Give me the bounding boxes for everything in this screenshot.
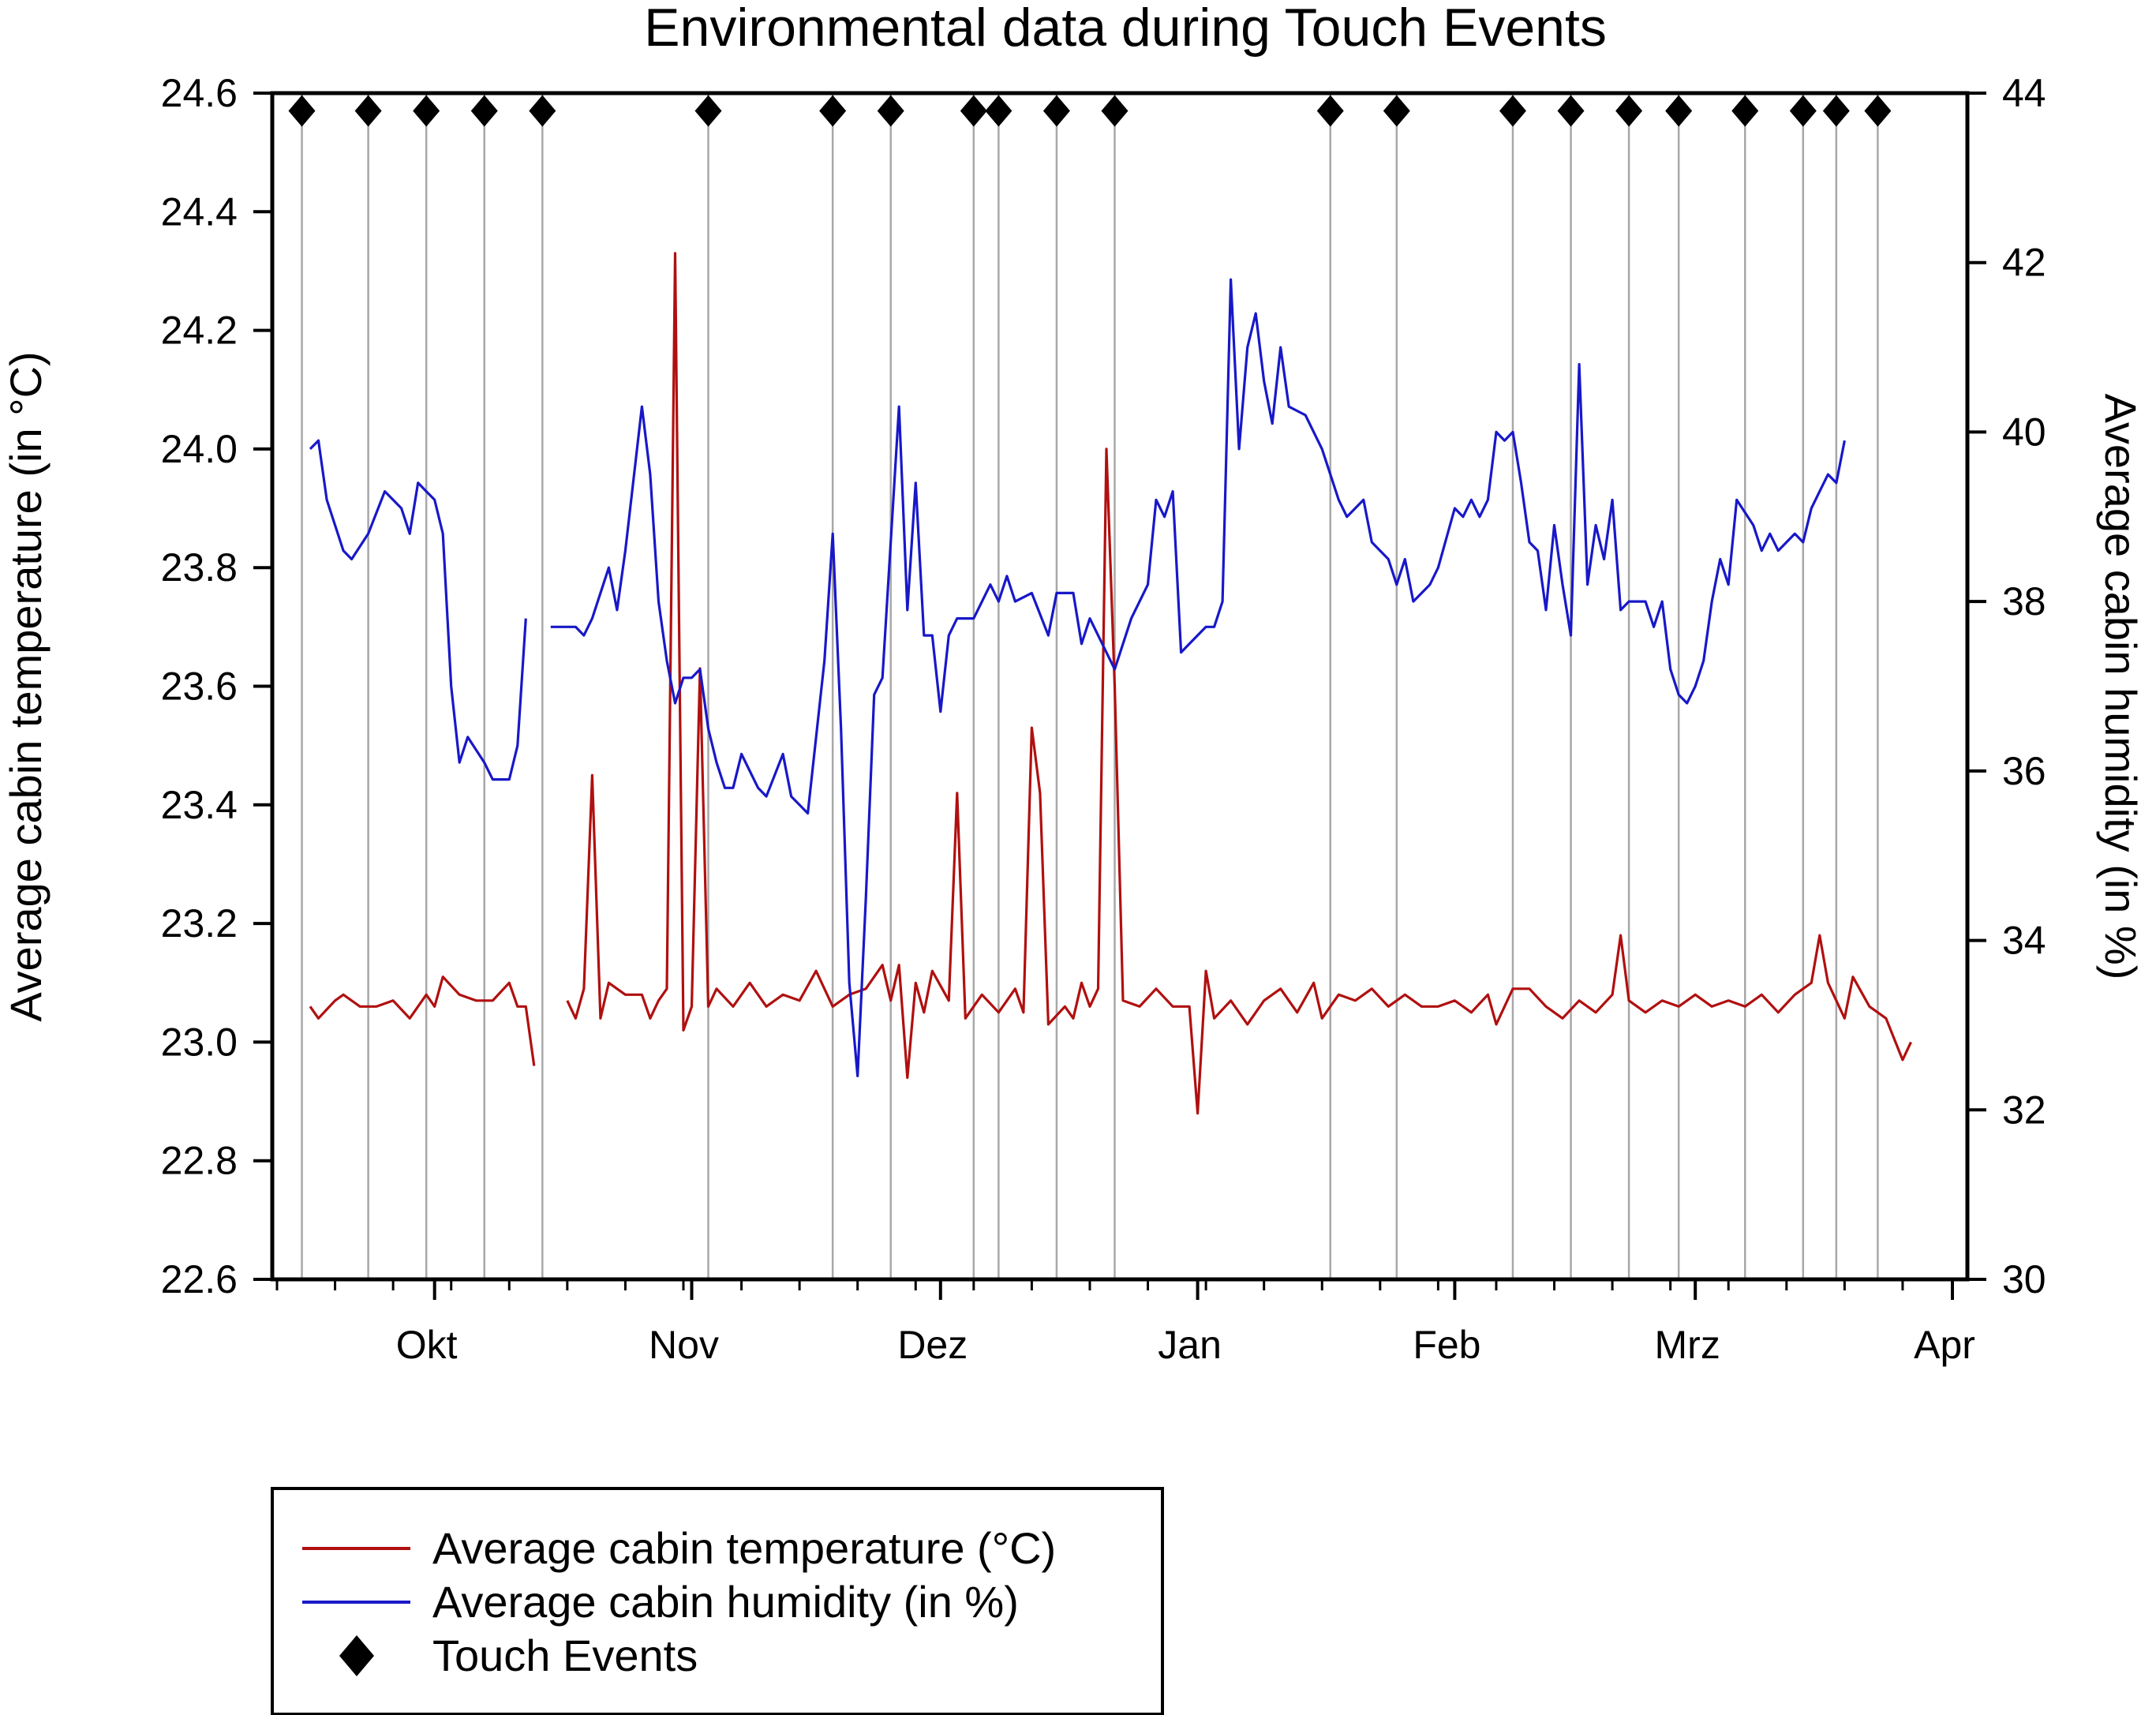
touch-event-marker xyxy=(1101,95,1129,127)
touch-event-marker xyxy=(877,95,904,127)
legend-box xyxy=(271,1487,1164,1715)
touch-event-marker xyxy=(985,95,1012,127)
x-tick-label: Feb xyxy=(1413,1323,1480,1367)
y-left-tick-label: 23.8 xyxy=(161,545,238,590)
x-tick-label: Mrz xyxy=(1655,1323,1720,1367)
y-right-tick-label: 38 xyxy=(2002,579,2046,623)
touch-event-marker xyxy=(960,95,987,127)
y-right-tick-label: 40 xyxy=(2002,410,2046,454)
x-axis: Okt Nov Dez Jan Feb Mrz Apr xyxy=(275,1279,1975,1367)
y-left-tick-label: 24.2 xyxy=(161,309,238,353)
touch-event-marker xyxy=(1615,95,1643,127)
y-right-tick-label: 42 xyxy=(2002,241,2046,285)
y-left-tick-label: 24.6 xyxy=(161,71,238,115)
x-tick-label: Nov xyxy=(649,1323,719,1367)
x-tick-label: Okt xyxy=(396,1323,458,1367)
legend: Average cabin temperature (°C) Average c… xyxy=(271,1487,1164,1715)
y-axis-left-label: Average cabin temperature (in °C) xyxy=(1,351,51,1021)
touch-event-marker xyxy=(1731,95,1759,127)
series-lines xyxy=(309,252,1912,1115)
touch-event-marker xyxy=(1383,95,1410,127)
touch-event-marker xyxy=(288,95,316,127)
y-left-tick-label: 24.4 xyxy=(161,189,238,234)
temperature-line xyxy=(566,252,1912,1115)
humidity-line xyxy=(550,278,1846,1077)
touch-event-marker xyxy=(470,95,498,127)
touch-event-marker xyxy=(529,95,556,127)
touch-event-marker xyxy=(1042,95,1070,127)
y-left-tick-label: 23.4 xyxy=(161,783,238,827)
touch-event-marker xyxy=(1557,95,1585,127)
y-right-tick-label: 32 xyxy=(2002,1088,2046,1132)
x-tick-label: Apr xyxy=(1914,1323,1975,1367)
temperature-line xyxy=(309,975,536,1066)
legend-label-humidity: Average cabin humidity (in %) xyxy=(432,1577,1019,1627)
y-left-tick-label: 22.6 xyxy=(161,1257,238,1301)
touch-event-marker xyxy=(1822,95,1850,127)
touch-event-marker xyxy=(1316,95,1344,127)
touch-event-marker xyxy=(819,95,847,127)
plot-frame xyxy=(270,91,1970,1282)
y-right-tick-label: 30 xyxy=(2002,1257,2046,1301)
touch-event-marker xyxy=(1864,95,1892,127)
touch-event-marker xyxy=(1665,95,1693,127)
y-left-tick-label: 22.8 xyxy=(161,1139,238,1183)
touch-event-marker xyxy=(354,95,382,127)
touch-event-marker xyxy=(694,95,722,127)
legend-label-temperature: Average cabin temperature (°C) xyxy=(432,1523,1056,1573)
y-axis-right-label: Average cabin humidity (in %) xyxy=(2096,394,2146,980)
chart-title: Environmental data during Touch Events xyxy=(644,0,1607,58)
y-axis-right: 30 32 34 36 38 40 42 44 xyxy=(1967,71,2046,1301)
y-left-tick-label: 23.0 xyxy=(161,1020,238,1064)
y-right-tick-label: 36 xyxy=(2002,749,2046,793)
touch-event-marker xyxy=(1789,95,1817,127)
legend-label-touch-events: Touch Events xyxy=(432,1631,698,1680)
y-left-tick-label: 23.6 xyxy=(161,665,238,709)
x-tick-label: Dez xyxy=(897,1323,968,1367)
y-axis-left: 22.6 22.8 23.0 23.2 23.4 23.6 23.8 24.0 24.2 24.4… xyxy=(161,71,272,1301)
touch-event-gridlines xyxy=(301,93,1879,1279)
touch-event-markers xyxy=(288,95,1892,127)
touch-event-marker xyxy=(413,95,440,127)
touch-event-marker xyxy=(1499,95,1526,127)
y-right-tick-label: 34 xyxy=(2002,919,2046,963)
humidity-line xyxy=(309,439,527,781)
y-left-tick-label: 23.2 xyxy=(161,901,238,945)
y-left-tick-label: 24.0 xyxy=(161,427,238,471)
x-tick-label: Jan xyxy=(1158,1323,1222,1367)
y-right-tick-label: 44 xyxy=(2002,71,2046,115)
legend-diamond-icon xyxy=(339,1635,374,1676)
